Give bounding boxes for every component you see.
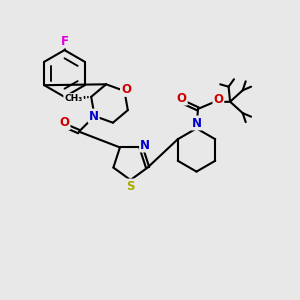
Text: S: S bbox=[126, 179, 135, 193]
Text: N: N bbox=[140, 139, 150, 152]
Text: O: O bbox=[60, 116, 70, 129]
Text: CH₃: CH₃ bbox=[64, 94, 82, 103]
Text: O: O bbox=[213, 93, 224, 106]
Text: O: O bbox=[121, 83, 131, 96]
Text: F: F bbox=[61, 34, 68, 48]
Text: N: N bbox=[89, 110, 99, 122]
Text: N: N bbox=[191, 116, 202, 130]
Text: O: O bbox=[177, 92, 187, 105]
